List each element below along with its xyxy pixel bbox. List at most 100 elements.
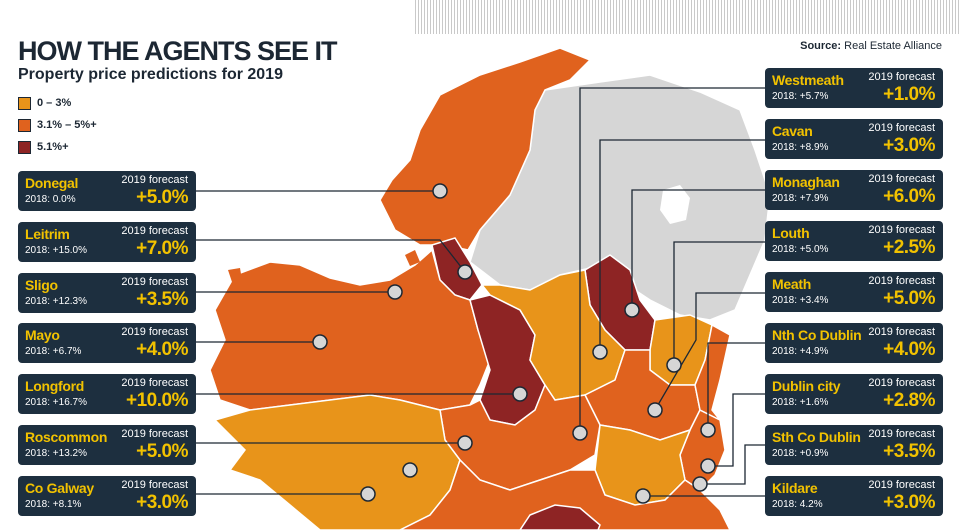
forecast-value: +5.0% <box>136 187 188 208</box>
forecast-value: +7.0% <box>136 238 188 259</box>
county-name: Donegal <box>25 175 79 191</box>
marker-sth-dublin <box>692 476 708 492</box>
forecast-value: +4.0% <box>136 339 188 360</box>
legend-swatch-mid <box>18 118 31 132</box>
forecast-value: +2.8% <box>883 390 935 411</box>
leader-leitrim <box>196 239 466 273</box>
marker-kildare <box>635 488 651 504</box>
forecast-label: 2019 forecast <box>121 479 188 491</box>
forecast-value: +3.5% <box>883 441 935 462</box>
marker-meath <box>647 402 663 418</box>
marker-cavan <box>592 344 608 360</box>
forecast-label: 2019 forecast <box>868 71 935 83</box>
prev-year-change: 2018: +1.6% <box>772 397 829 408</box>
prev-year-change: 2018: +8.1% <box>25 499 82 510</box>
prev-year-change: 2018: +3.4% <box>772 295 829 306</box>
forecast-value: +1.0% <box>883 84 935 105</box>
marker-sligo <box>387 284 403 300</box>
card-monaghan: Monaghan 2018: +7.9% 2019 forecast +6.0% <box>765 170 943 210</box>
galway-region <box>213 394 461 530</box>
forecast-value: +6.0% <box>883 186 935 207</box>
prev-year-change: 2018: +12.3% <box>25 296 87 307</box>
header-stripes <box>415 0 960 34</box>
legend-swatch-high <box>18 140 31 154</box>
county-name: Louth <box>772 225 810 241</box>
legend-item-high: 5.1%+ <box>18 136 97 158</box>
county-name: Mayo <box>25 327 60 343</box>
forecast-label: 2019 forecast <box>121 428 188 440</box>
card-nth-co-dublin: Nth Co Dublin 2018: +4.9% 2019 forecast … <box>765 323 943 363</box>
card-roscommon: Roscommon 2018: +13.2% 2019 forecast +5.… <box>18 425 196 465</box>
forecast-value: +3.0% <box>883 492 935 513</box>
forecast-value: +3.0% <box>136 492 188 513</box>
marker-westmeath <box>572 425 588 441</box>
card-mayo: Mayo 2018: +6.7% 2019 forecast +4.0% <box>18 323 196 363</box>
card-longford: Longford 2018: +16.7% 2019 forecast +10.… <box>18 374 196 414</box>
source-label: Source: <box>800 40 842 52</box>
prev-year-change: 2018: +8.9% <box>772 142 829 153</box>
marker-galway <box>402 462 418 478</box>
island-1 <box>405 250 420 266</box>
page-title: HOW THE AGENTS SEE IT <box>18 36 338 66</box>
legend-label-mid: 3.1% – 5%+ <box>37 119 97 131</box>
south-high-region <box>519 504 601 530</box>
source-name: Real Estate Alliance <box>844 40 942 52</box>
prev-year-change: 2018: +15.0% <box>25 245 87 256</box>
card-leitrim: Leitrim 2018: +15.0% 2019 forecast +7.0% <box>18 222 196 262</box>
county-name: Sligo <box>25 277 58 293</box>
forecast-label: 2019 forecast <box>121 174 188 186</box>
county-name: Monaghan <box>772 174 840 190</box>
forecast-label: 2019 forecast <box>121 326 188 338</box>
forecast-label: 2019 forecast <box>121 377 188 389</box>
prev-year-change: 2018: 4.2% <box>772 499 823 510</box>
county-name: Longford <box>25 378 85 394</box>
legend-label-high: 5.1%+ <box>37 141 69 153</box>
card-sligo: Sligo 2018: +12.3% 2019 forecast +3.5% <box>18 273 196 313</box>
county-name: Roscommon <box>25 429 108 445</box>
forecast-label: 2019 forecast <box>121 225 188 237</box>
county-name: Cavan <box>772 123 813 139</box>
marker-galway-city <box>360 486 376 502</box>
prev-year-change: 2018: 0.0% <box>25 194 76 205</box>
county-name: Nth Co Dublin <box>772 327 862 343</box>
west-region <box>209 248 491 411</box>
leader-dublin-city <box>708 393 765 467</box>
forecast-value: +4.0% <box>883 339 935 360</box>
county-name: Leitrim <box>25 226 70 242</box>
county-name: Sth Co Dublin <box>772 429 861 445</box>
legend-item-mid: 3.1% – 5%+ <box>18 114 97 136</box>
forecast-label: 2019 forecast <box>868 377 935 389</box>
card-cavan: Cavan 2018: +8.9% 2019 forecast +3.0% <box>765 119 943 159</box>
card-meath: Meath 2018: +3.4% 2019 forecast +5.0% <box>765 272 943 312</box>
marker-nth-dublin <box>700 422 716 438</box>
marker-donegal <box>432 183 448 199</box>
leader-meath <box>654 292 765 411</box>
page-subtitle: Property price predictions for 2019 <box>18 66 283 83</box>
leader-nth-dublin <box>707 342 765 430</box>
marker-monaghan <box>624 302 640 318</box>
forecast-label: 2019 forecast <box>868 479 935 491</box>
prev-year-change: 2018: +4.9% <box>772 346 829 357</box>
marker-longford <box>512 386 528 402</box>
leader-westmeath <box>579 87 765 433</box>
marker-louth <box>666 357 682 373</box>
forecast-value: +3.5% <box>136 289 188 310</box>
wicklow-region <box>694 323 731 421</box>
prev-year-change: 2018: +6.7% <box>25 346 82 357</box>
marker-dublin-city <box>700 458 716 474</box>
donegal-region <box>379 47 592 251</box>
forecast-label: 2019 forecast <box>121 276 188 288</box>
card-louth: Louth 2018: +5.0% 2019 forecast +2.5% <box>765 221 943 261</box>
leader-sth-dublin <box>700 444 765 485</box>
forecast-label: 2019 forecast <box>868 173 935 185</box>
prev-year-change: 2018: +0.9% <box>772 448 829 459</box>
county-name: Kildare <box>772 480 818 496</box>
card-donegal: Donegal 2018: 0.0% 2019 forecast +5.0% <box>18 171 196 211</box>
prev-year-change: 2018: +5.0% <box>772 244 829 255</box>
card-kildare: Kildare 2018: 4.2% 2019 forecast +3.0% <box>765 476 943 516</box>
card-westmeath: Westmeath 2018: +5.7% 2019 forecast +1.0… <box>765 68 943 108</box>
forecast-value: +5.0% <box>136 441 188 462</box>
marker-mayo <box>312 334 328 350</box>
forecast-value: +10.0% <box>126 390 188 411</box>
